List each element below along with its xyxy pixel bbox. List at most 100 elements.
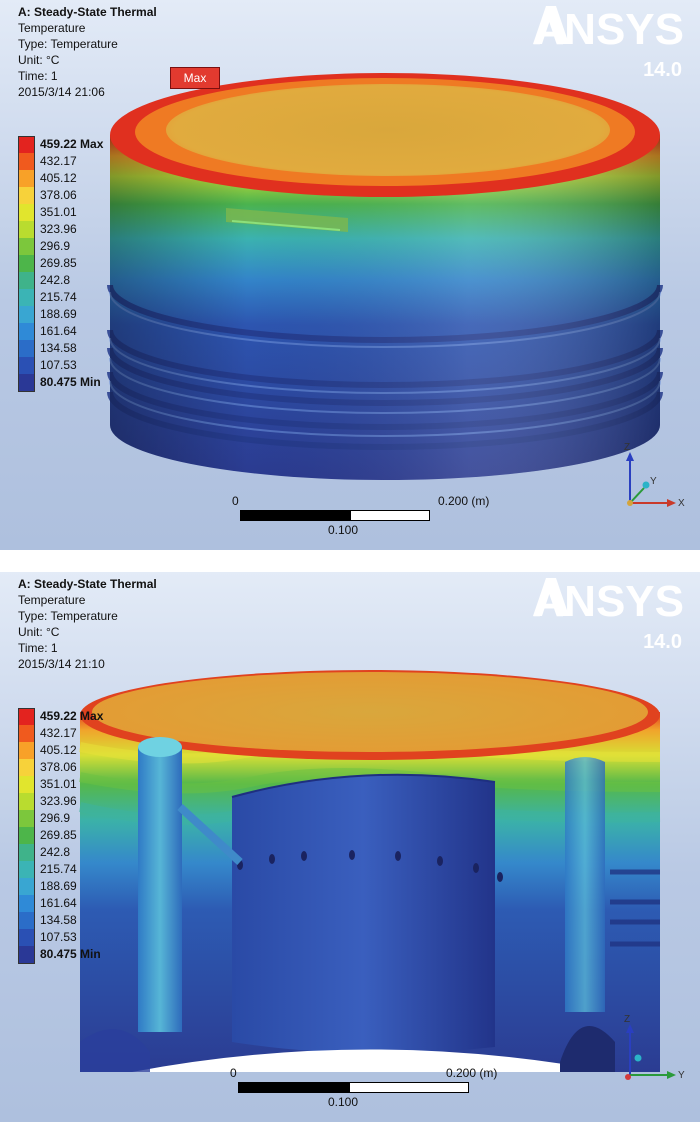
legend-entry: 107.53	[18, 357, 178, 374]
result-type: Type: Temperature	[18, 37, 118, 51]
result-type: Type: Temperature	[18, 609, 118, 623]
legend-entry: 405.12	[18, 170, 178, 187]
scale-segment-black	[240, 510, 351, 521]
legend-swatch	[18, 153, 35, 170]
legend-entry: 242.8	[18, 844, 178, 861]
legend-value: 161.64	[40, 324, 77, 338]
legend-entry: 134.58	[18, 912, 178, 929]
legend-value: 378.06	[40, 760, 77, 774]
legend-entry: 188.69	[18, 306, 178, 323]
legend-swatch	[18, 861, 35, 878]
legend-swatch	[18, 844, 35, 861]
legend-entry: 323.96	[18, 793, 178, 810]
legend-swatch	[18, 929, 35, 946]
legend-value: 405.12	[40, 171, 77, 185]
legend-value: 215.74	[40, 290, 77, 304]
legend-entry: 351.01	[18, 776, 178, 793]
legend-entry: 459.22 Max	[18, 708, 178, 726]
axis-x-label: X	[678, 498, 685, 509]
result-time: Time: 1	[18, 69, 58, 83]
legend-swatch	[18, 187, 35, 204]
scale-zero-label: 0	[230, 1066, 237, 1080]
legend-entry: 269.85	[18, 827, 178, 844]
legend-swatch	[18, 323, 35, 340]
axis-y-label: Y	[650, 476, 657, 487]
legend-value: 269.85	[40, 828, 77, 842]
legend-swatch	[18, 255, 35, 272]
legend-value: 296.9	[40, 239, 71, 253]
legend-entry: 134.58	[18, 340, 178, 357]
legend-entry: 107.53	[18, 929, 178, 946]
legend-value: 405.12	[40, 743, 77, 757]
legend-value: 107.53	[40, 358, 77, 372]
ansys-version: 14.0	[643, 631, 682, 653]
legend-entry: 351.01	[18, 204, 178, 221]
legend-entry: 432.17	[18, 153, 178, 170]
legend-swatch	[18, 827, 35, 844]
scale-bar: 0 0.200 (m) 0.100	[220, 1062, 520, 1112]
scale-segment-black	[238, 1082, 350, 1093]
legend-swatch	[18, 776, 35, 793]
temperature-legend: 459.22 Max 432.17 405.12 378.06 351.01 323.96…	[18, 136, 178, 392]
legend-swatch	[18, 306, 35, 323]
scale-end-label: 0.200 (m)	[446, 1066, 498, 1080]
axis-z-label: Z	[624, 442, 631, 453]
legend-entry: 405.12	[18, 742, 178, 759]
legend-value: 351.01	[40, 205, 77, 219]
legend-swatch	[18, 946, 35, 964]
legend-swatch	[18, 374, 35, 392]
legend-swatch	[18, 289, 35, 306]
legend-value: 188.69	[40, 879, 77, 893]
legend-swatch	[18, 272, 35, 289]
piston-model-section[interactable]	[0, 572, 700, 1122]
legend-value: 323.96	[40, 222, 77, 236]
legend-value: 459.22 Max	[40, 709, 104, 723]
result-unit: Unit: °C	[18, 625, 60, 639]
axis-triad[interactable]: Z Y	[610, 1014, 690, 1090]
legend-entry: 296.9	[18, 810, 178, 827]
legend-value: 378.06	[40, 188, 77, 202]
axis-triad-icon	[626, 452, 676, 507]
axis-triad[interactable]: Z Y X	[610, 442, 690, 518]
result-info-block: A: Steady-State Thermal Temperature Type…	[18, 576, 157, 672]
legend-swatch	[18, 204, 35, 221]
legend-swatch	[18, 340, 35, 357]
legend-value: 432.17	[40, 726, 77, 740]
ansys-logo-text: ANSYS	[532, 5, 684, 54]
axis-triad-icon	[625, 1024, 676, 1080]
legend-swatch	[18, 878, 35, 895]
legend-entry: 296.9	[18, 238, 178, 255]
legend-entry: 269.85	[18, 255, 178, 272]
legend-swatch	[18, 136, 35, 154]
max-tag-label: Max	[183, 71, 207, 85]
scale-end-label: 0.200 (m)	[438, 494, 490, 508]
legend-entry: 378.06	[18, 759, 178, 776]
axis-z-label: Z	[624, 1014, 631, 1025]
legend-value: 80.475 Min	[40, 375, 101, 389]
legend-value: 134.58	[40, 341, 77, 355]
legend-value: 188.69	[40, 307, 77, 321]
legend-value: 134.58	[40, 913, 77, 927]
scale-segment-white	[350, 510, 430, 521]
ansys-logo: ANSYS 14.0	[532, 5, 684, 81]
axis-y-label: Y	[678, 1070, 685, 1081]
legend-value: 432.17	[40, 154, 77, 168]
legend-entry: 161.64	[18, 323, 178, 340]
piston-model-exterior[interactable]	[0, 0, 700, 550]
legend-entry: 432.17	[18, 725, 178, 742]
legend-swatch	[18, 793, 35, 810]
scale-zero-label: 0	[232, 494, 239, 508]
top-result-viewport[interactable]: A: Steady-State Thermal Temperature Type…	[0, 0, 700, 550]
analysis-title: A: Steady-State Thermal	[18, 5, 157, 19]
max-probe-tag[interactable]: Max	[170, 67, 220, 89]
legend-entry: 378.06	[18, 187, 178, 204]
legend-entry: 215.74	[18, 289, 178, 306]
legend-value: 242.8	[40, 273, 71, 287]
bottom-result-viewport[interactable]: A: Steady-State Thermal Temperature Type…	[0, 572, 700, 1122]
legend-value: 351.01	[40, 777, 77, 791]
legend-value: 269.85	[40, 256, 77, 270]
result-timestamp: 2015/3/14 21:06	[18, 85, 105, 99]
result-unit: Unit: °C	[18, 53, 60, 67]
result-timestamp: 2015/3/14 21:10	[18, 657, 105, 671]
legend-swatch	[18, 759, 35, 776]
